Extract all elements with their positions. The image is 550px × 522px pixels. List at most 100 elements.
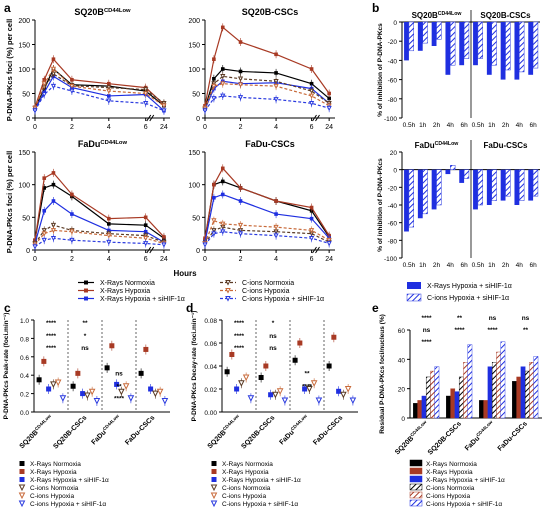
significance-label: **** bbox=[234, 333, 245, 340]
x-tick-label: 0 bbox=[203, 256, 207, 263]
data-point bbox=[220, 81, 226, 87]
category-label: FaDu-CSCs bbox=[124, 414, 156, 446]
legend-label: X-Rays Hypoxia bbox=[222, 469, 269, 476]
data-point bbox=[327, 96, 331, 101]
category-label: FaDu-CSCs bbox=[497, 420, 529, 452]
data-point bbox=[106, 98, 112, 104]
bar bbox=[413, 403, 418, 419]
data-point bbox=[152, 390, 159, 398]
x-tick-label: 4 bbox=[274, 124, 278, 131]
data-point bbox=[220, 229, 226, 235]
y-tick-label: 50 bbox=[22, 215, 30, 222]
y-axis-label: P-DNA-PKcs foci (%) per cell bbox=[5, 19, 14, 122]
data-point bbox=[308, 101, 315, 107]
x-tick-label: 1h bbox=[419, 262, 427, 269]
x-tick-label: 0 bbox=[33, 256, 37, 263]
data-point bbox=[211, 83, 217, 90]
data-point bbox=[109, 343, 115, 349]
y-tick-label: -100 bbox=[384, 116, 397, 123]
bar-xray-sihif bbox=[445, 169, 451, 175]
legend-marker bbox=[211, 477, 217, 482]
data-point bbox=[148, 386, 154, 392]
legend-label: X-Rays Hypoxia + siHIF-1α bbox=[427, 283, 512, 290]
y-tick-label: 0.02 bbox=[204, 387, 217, 394]
x-tick-label: 6h bbox=[460, 262, 468, 269]
data-point bbox=[80, 391, 86, 397]
legend-marker bbox=[19, 469, 25, 474]
y-tick-label: 0 bbox=[196, 248, 200, 255]
data-point bbox=[247, 395, 255, 402]
legend-label: X-Rays Hypoxia bbox=[100, 288, 150, 295]
data-point bbox=[104, 365, 110, 371]
panel-b-inhibition-bars: 0 -20 -40 -60 -80 -100 SQ20BCD44Low SQ20B-CSCs 0… bbox=[377, 10, 540, 302]
panel-letter-c: c bbox=[4, 301, 11, 315]
y-tick-label: 0.04 bbox=[204, 364, 217, 371]
data-point bbox=[70, 77, 74, 82]
data-point bbox=[59, 395, 67, 402]
data-point bbox=[263, 363, 269, 369]
bar-cion-sihif bbox=[477, 169, 483, 206]
bar-cion-sihif bbox=[505, 169, 511, 197]
data-point bbox=[211, 218, 217, 224]
data-point bbox=[69, 237, 75, 244]
significance-label: ** bbox=[523, 327, 529, 334]
data-point bbox=[212, 77, 216, 81]
data-point bbox=[211, 96, 217, 102]
y-tick-label: 0 bbox=[26, 116, 30, 123]
panel-letter-b: b bbox=[372, 1, 379, 15]
x-tick-label: 2 bbox=[70, 124, 74, 131]
bar bbox=[450, 388, 456, 419]
bar-xray-sihif bbox=[404, 169, 409, 232]
legend-label: C-ions Normoxia bbox=[222, 485, 271, 492]
x-tick-label: 1h bbox=[419, 122, 427, 129]
legend-label: C-ions Hypoxia bbox=[242, 288, 290, 295]
y-tick-label: 100 bbox=[188, 183, 200, 190]
data-point bbox=[326, 105, 332, 112]
significance-label: * bbox=[272, 320, 275, 327]
axis-break bbox=[312, 114, 317, 122]
bar-cion-sihif bbox=[477, 21, 483, 59]
significance-label: **** bbox=[46, 333, 57, 340]
significance-label: **** bbox=[114, 396, 125, 403]
data-point bbox=[211, 231, 217, 237]
data-point bbox=[306, 386, 313, 393]
data-point bbox=[238, 380, 245, 387]
data-point bbox=[327, 91, 331, 96]
category-label: SQ20B-CSCs bbox=[240, 414, 276, 450]
bar-xray-sihif bbox=[431, 169, 437, 210]
x-tick-label: 2h bbox=[502, 122, 510, 129]
y-tick-label: 0.0 bbox=[20, 410, 29, 417]
data-point bbox=[143, 101, 149, 107]
legend-swatch bbox=[406, 293, 422, 302]
data-point bbox=[32, 244, 38, 250]
data-point bbox=[41, 81, 47, 87]
data-point bbox=[220, 67, 225, 71]
bar-xray-sihif bbox=[500, 22, 506, 80]
axis-break bbox=[149, 246, 155, 254]
data-point bbox=[143, 235, 149, 242]
data-point bbox=[344, 386, 352, 393]
bar-xray-sihif bbox=[459, 22, 465, 66]
x-tick-label: 2 bbox=[70, 256, 74, 263]
data-point bbox=[272, 391, 279, 399]
y-axis-label: % of inhibition of P-DNA-PKcs bbox=[377, 158, 384, 252]
legend-label: X-Rays Hypoxia bbox=[30, 469, 77, 476]
data-point bbox=[93, 397, 101, 405]
x-tick-label: 6h bbox=[529, 262, 537, 269]
data-point bbox=[51, 57, 56, 61]
significance-label: ** bbox=[304, 371, 310, 378]
data-point bbox=[138, 370, 144, 376]
data-point bbox=[326, 363, 332, 369]
data-point bbox=[212, 182, 216, 187]
data-point bbox=[309, 205, 314, 210]
bar-cion-sihif bbox=[532, 21, 539, 69]
series-line bbox=[34, 58, 165, 108]
legend-marker bbox=[19, 477, 25, 482]
bar-xray-sihif bbox=[417, 22, 423, 51]
significance-label: **** bbox=[487, 327, 498, 334]
data-point bbox=[308, 88, 315, 94]
significance-label: ** bbox=[82, 320, 88, 327]
x-tick-label: 2h bbox=[433, 262, 441, 269]
